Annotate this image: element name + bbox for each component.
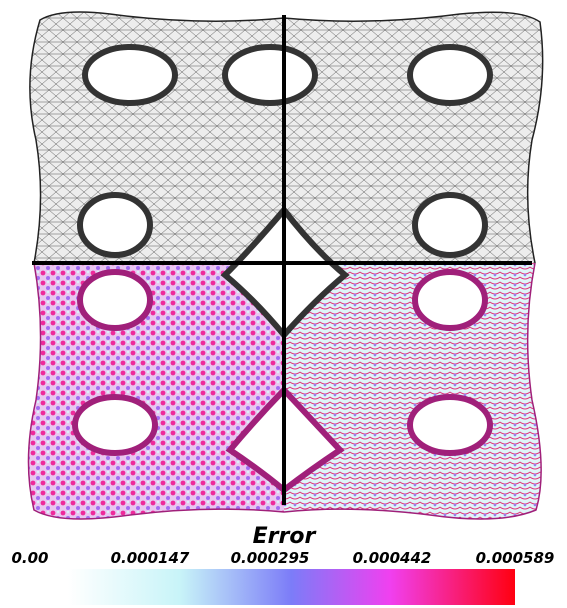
colorbar-title: Error: [253, 524, 317, 549]
page: Error 0.00 0.000147 0.000295 0.000442 0.…: [0, 0, 567, 608]
colorbar: [68, 569, 515, 605]
colorbar-label: 0.000147: [111, 549, 190, 567]
colorbar-label: 0.000442: [353, 549, 432, 567]
colorbar-label: 0.000589: [476, 549, 555, 567]
figure: Error 0.00 0.000147 0.000295 0.000442 0.…: [0, 0, 567, 608]
colorbar-label: 0.00: [11, 549, 48, 567]
colorbar-label: 0.000295: [231, 549, 310, 567]
mesh-render: [28, 12, 542, 519]
